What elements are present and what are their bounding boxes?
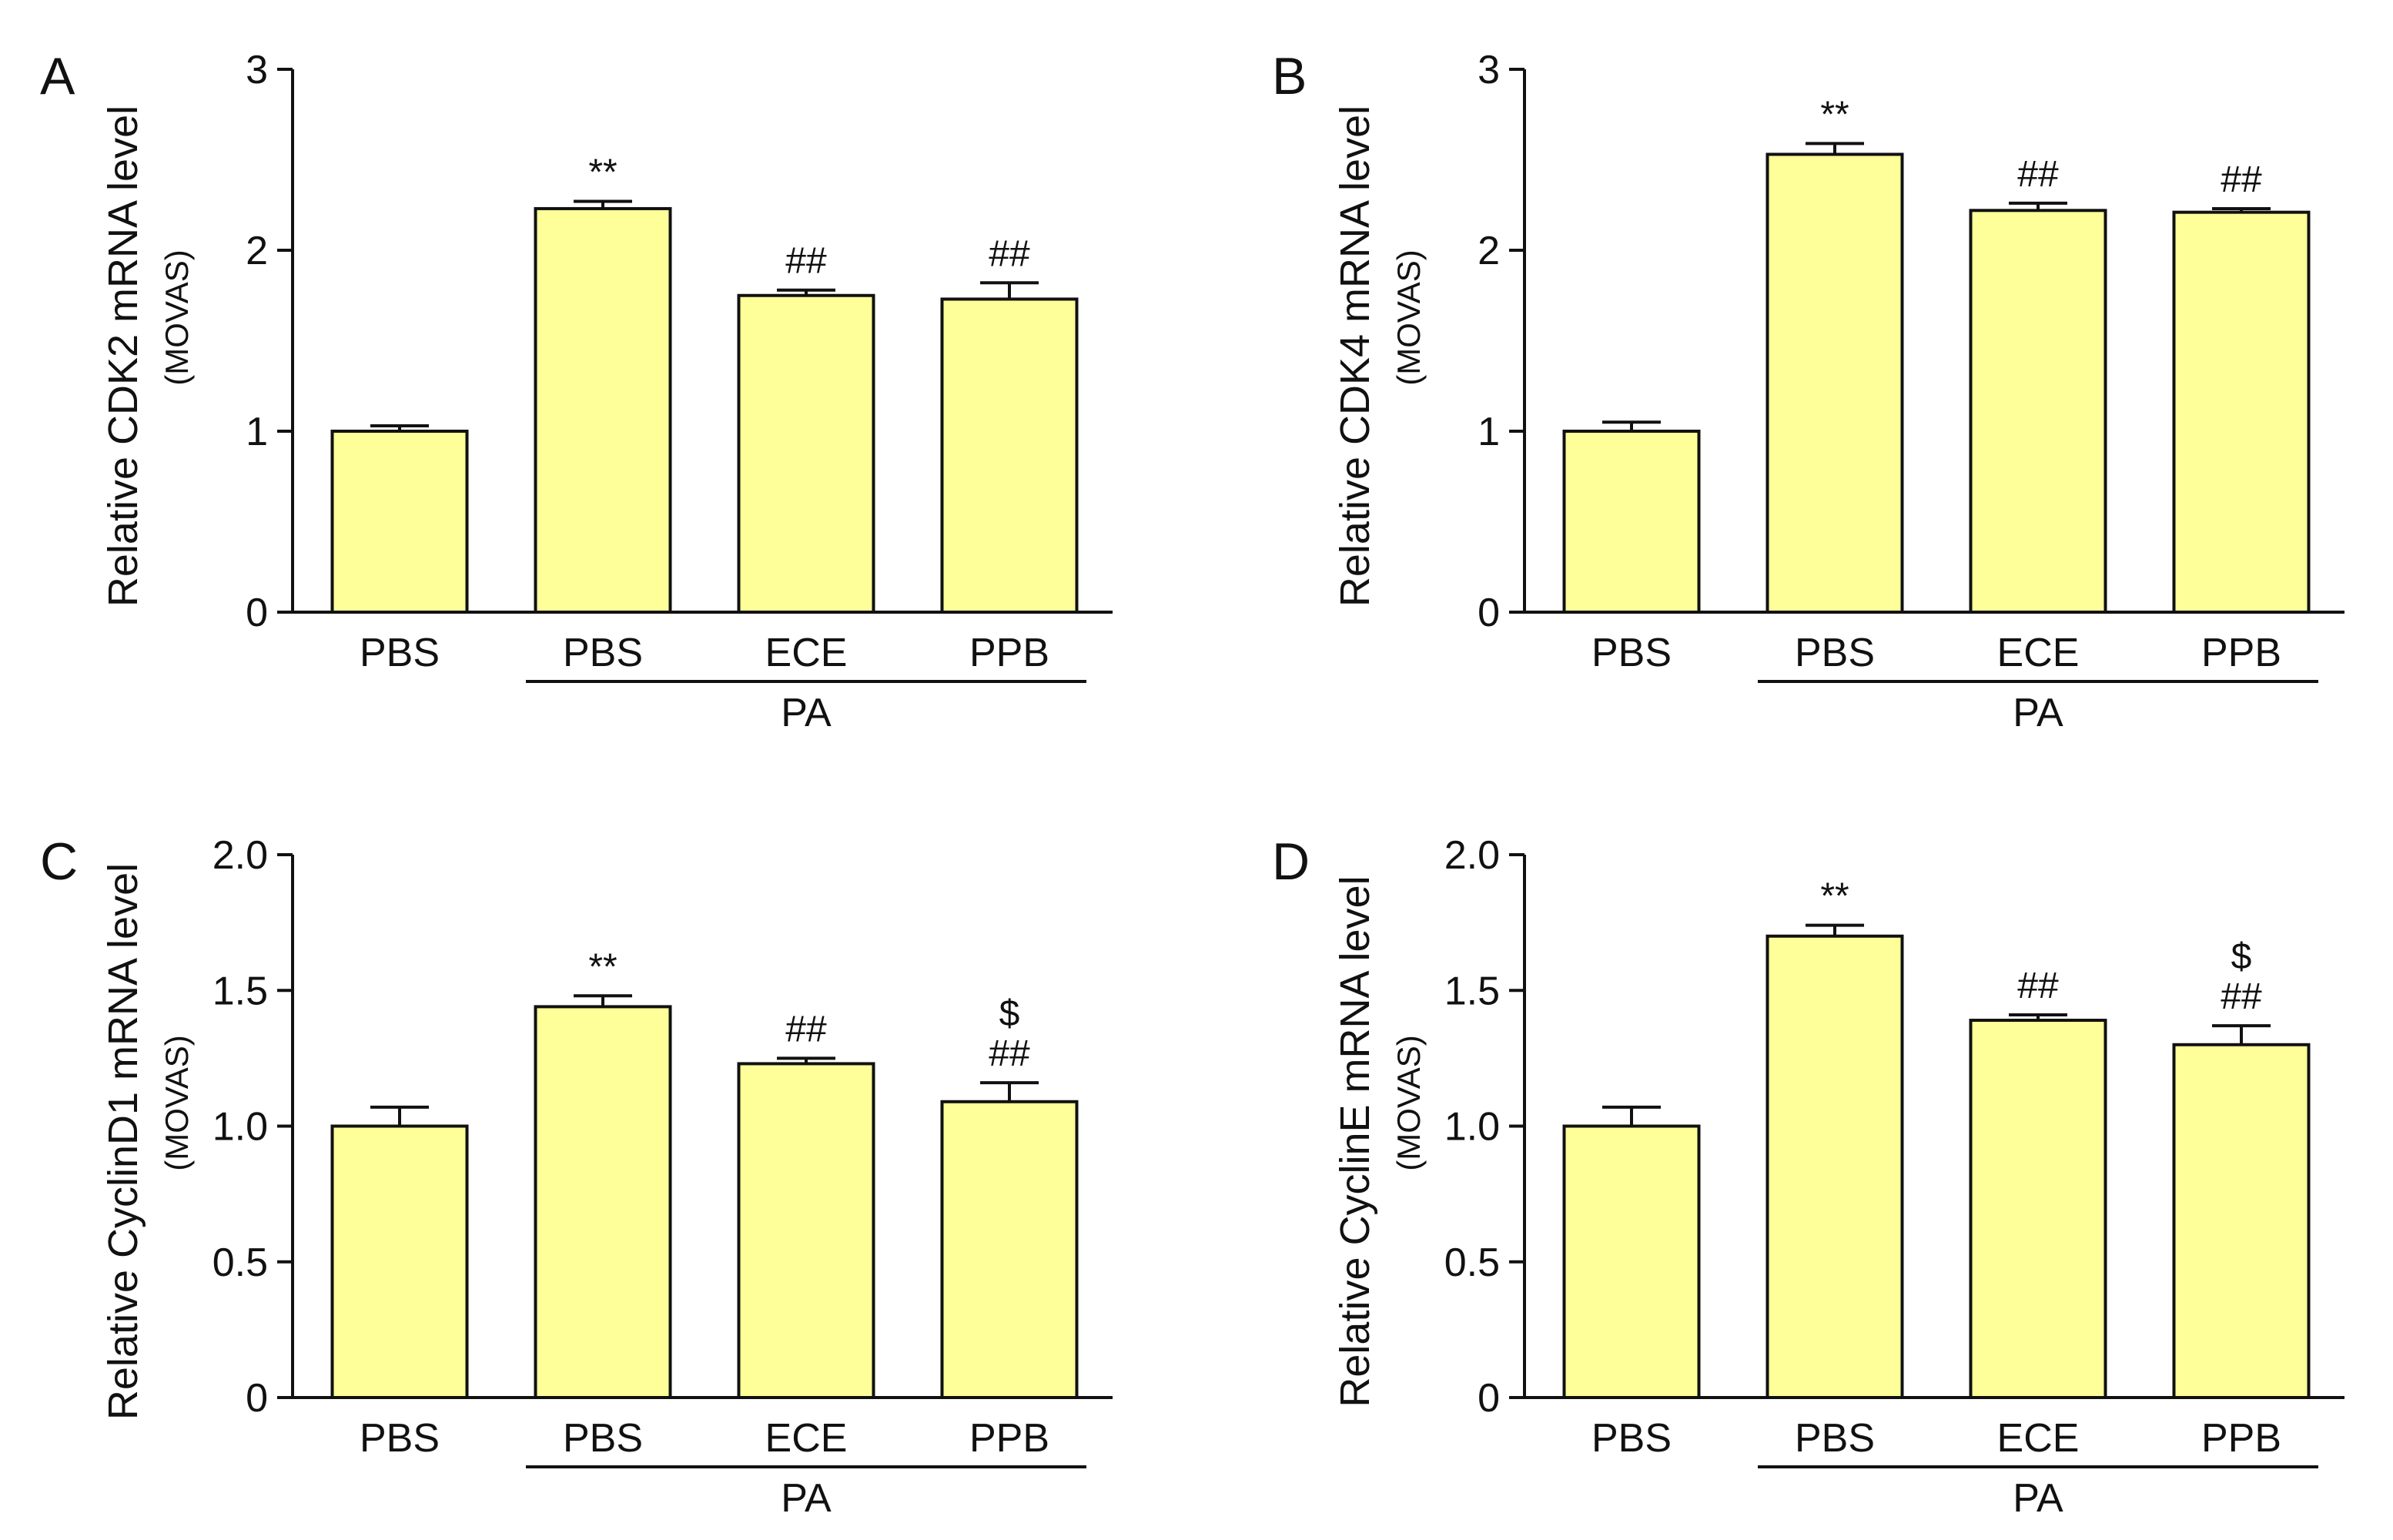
y-tick-label: 2 (1478, 229, 1500, 273)
significance-mark: ** (588, 946, 617, 987)
x-tick-label: PPB (969, 631, 1049, 675)
x-tick-label: ECE (765, 631, 848, 675)
x-tick-label: PPB (2201, 631, 2281, 675)
significance-mark: ## (2017, 966, 2059, 1006)
y-axis-sublabel: (MOVAS) (159, 249, 195, 386)
bar (2172, 210, 2311, 614)
panel-a: A 0 1 2 3 Relative CDK2 mRNA level (MOVAS) PBS *… (40, 47, 1113, 735)
y-tick-label: 1 (1478, 410, 1500, 454)
y-axis-label: Relative CDK4 mRNA level (1332, 105, 1378, 607)
significance-mark: ## (989, 233, 1030, 274)
panel-letter: D (1272, 832, 1310, 891)
x-tick-label: PBS (1795, 631, 1875, 675)
bar (737, 293, 875, 614)
y-tick-label: 1 (246, 410, 268, 454)
significance-mark: ## (2221, 159, 2262, 200)
panel-letter: A (40, 47, 75, 105)
significance-mark: ** (1820, 876, 1849, 917)
significance-mark: $ (999, 993, 1020, 1034)
y-tick-label: 2.0 (213, 833, 268, 878)
bar (330, 1124, 469, 1399)
bar (1562, 430, 1701, 614)
group-label: PA (781, 691, 832, 735)
y-axis-label: Relative CDK2 mRNA level (100, 105, 146, 607)
panel-b: B 0 1 2 3 Relative CDK4 mRNA level (MOVAS) PBS *… (1272, 47, 2344, 735)
x-tick-label: PBS (1795, 1416, 1875, 1461)
x-tick-label: PBS (1591, 631, 1672, 675)
significance-mark: ## (785, 241, 827, 282)
y-tick-label: 2 (246, 229, 268, 273)
significance-mark: ## (989, 1033, 1030, 1074)
x-tick-label: ECE (765, 1416, 848, 1461)
significance-mark: ## (2017, 154, 2059, 195)
x-tick-label: ECE (1997, 1416, 2080, 1461)
x-tick-label: PPB (969, 1416, 1049, 1461)
bar (1765, 934, 1904, 1399)
bar (940, 1100, 1079, 1399)
bar (1969, 209, 2107, 614)
x-tick-label: PPB (2201, 1416, 2281, 1461)
group-label: PA (2013, 1476, 2063, 1521)
significance-mark: $ (2231, 936, 2252, 977)
y-tick-label: 0.5 (213, 1240, 268, 1285)
bar (1765, 152, 1904, 614)
panel-d: D 0 0.5 1.0 1.5 2.0 Relative CyclinE mRNA leve… (1272, 832, 2344, 1521)
y-axis-sublabel: (MOVAS) (159, 1035, 195, 1171)
significance-mark: ## (2221, 976, 2262, 1017)
panel-letter: B (1272, 47, 1307, 105)
y-axis-label: Relative CyclinD1 mRNA level (100, 863, 146, 1420)
y-tick-label: 0 (1478, 591, 1500, 635)
y-tick-label: 2.0 (1444, 833, 1500, 878)
y-axis-label: Relative CyclinE mRNA level (1332, 875, 1378, 1407)
x-tick-label: PBS (563, 1416, 643, 1461)
y-tick-label: 0 (246, 591, 268, 635)
bar (330, 430, 469, 614)
y-tick-label: 0 (1478, 1376, 1500, 1421)
bar (1969, 1019, 2107, 1399)
panel-letter: C (40, 832, 78, 891)
y-tick-label: 3 (246, 48, 268, 92)
significance-mark: ** (1820, 94, 1849, 135)
y-tick-label: 0 (246, 1376, 268, 1421)
x-tick-label: PBS (360, 1416, 440, 1461)
panel-c: C 0 0.5 1.0 1.5 2.0 Relative CyclinD1 mRNA lev… (40, 832, 1113, 1521)
group-label: PA (2013, 691, 2063, 735)
significance-mark: ** (588, 152, 617, 193)
x-tick-label: PBS (563, 631, 643, 675)
y-tick-label: 3 (1478, 48, 1500, 92)
x-tick-label: ECE (1997, 631, 2080, 675)
bar (1562, 1124, 1701, 1399)
x-tick-label: PBS (1591, 1416, 1672, 1461)
y-tick-label: 0.5 (1444, 1240, 1500, 1285)
group-label: PA (781, 1476, 832, 1521)
significance-mark: ## (785, 1009, 827, 1050)
bar (737, 1062, 875, 1399)
y-tick-label: 1.0 (213, 1105, 268, 1150)
bar (940, 297, 1079, 614)
x-tick-label: PBS (360, 631, 440, 675)
bar (2172, 1043, 2311, 1399)
y-tick-label: 1.0 (1444, 1105, 1500, 1150)
y-tick-label: 1.5 (1444, 969, 1500, 1013)
y-axis-sublabel: (MOVAS) (1391, 1035, 1427, 1171)
bar (534, 1005, 672, 1399)
y-axis-sublabel: (MOVAS) (1391, 249, 1427, 386)
bar (534, 206, 672, 614)
y-tick-label: 1.5 (213, 969, 268, 1013)
